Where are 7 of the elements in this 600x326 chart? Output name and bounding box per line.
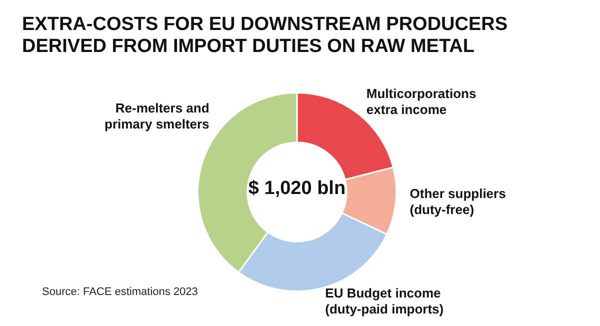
slice-label: EU Budget income (duty-paid imports) — [325, 285, 444, 316]
slice-label: Re-melters and primary smelters — [104, 100, 210, 132]
chart-title: EXTRA-COSTS FOR EU DOWNSTREAM PRODUCERS DERIVED FROM IMPORT DUTIES ON RAW METAL — [22, 14, 509, 58]
slice-label: Other suppliers (duty-free) — [410, 186, 506, 218]
text: $ 1,020 bln — [247, 178, 347, 200]
slice-label: Multicorporations extra income — [366, 86, 476, 118]
source-note: Source: FACE estimations 2023 — [42, 286, 198, 298]
